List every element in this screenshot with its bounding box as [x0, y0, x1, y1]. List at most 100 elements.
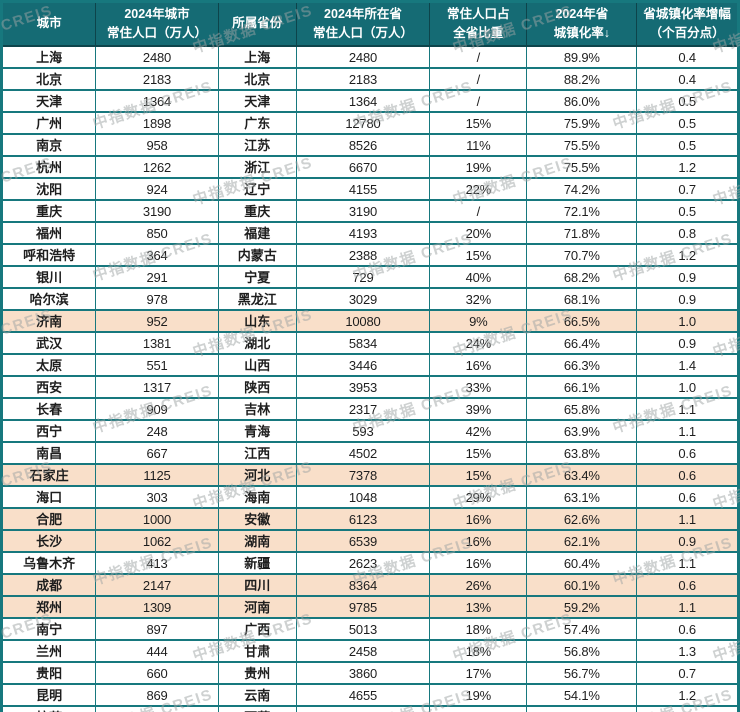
cell-urbanization-rate: 59.2% [526, 595, 638, 619]
cell-urbanization-rate: 63.4% [526, 463, 638, 487]
cell-city: 太原 [0, 353, 97, 377]
table-row-太原: 太原 551 山西 3446 16% 66.3% 1.4 [0, 353, 739, 377]
cell-rate-increase: 0.7 [636, 177, 739, 201]
table-row-西安: 西安 1317 陕西 3953 33% 66.1% 1.0 [0, 375, 739, 399]
cell-province-population: 3029 [295, 287, 431, 311]
column-header-line: 所属省份 [232, 16, 283, 31]
cell-urbanization-rate: 75.5% [526, 155, 638, 179]
column-header-urbanization-rate: 2024年省 城镇化率↓ [526, 0, 638, 47]
cell-province: 重庆 [217, 199, 297, 223]
column-header-line: 省城镇化率增幅 [643, 6, 731, 21]
cell-city-population: 1262 [95, 155, 219, 179]
table-row-贵阳: 贵阳 660 贵州 3860 17% 56.7% 0.7 [0, 661, 739, 685]
cell-urbanization-rate: 54.1% [526, 683, 638, 707]
table-row-银川: 银川 291 宁夏 729 40% 68.2% 0.9 [0, 265, 739, 289]
cell-urbanization-rate: 75.5% [526, 133, 638, 157]
table-row-上海: 上海 2480 上海 2480/89.9% 0.4 [0, 45, 739, 69]
cell-rate-increase: 0.5 [636, 89, 739, 113]
cell-urbanization-rate: 60.1% [526, 573, 638, 597]
table-row-沈阳: 沈阳 924 辽宁 4155 22% 74.2% 0.7 [0, 177, 739, 201]
cell-city-population: 1062 [95, 529, 219, 553]
cell-province: 贵州 [217, 661, 297, 685]
cell-city-population: 978 [95, 287, 219, 311]
column-header-province: 所属省份 [217, 0, 297, 47]
cell-urbanization-rate: 56.8% [526, 639, 638, 663]
table-row-福州: 福州 850 福建 4193 20% 71.8% 0.8 [0, 221, 739, 245]
table-row-长春: 长春 909 吉林 2317 39% 65.8% 1.1 [0, 397, 739, 421]
cell-urbanization-rate: 62.6% [526, 507, 638, 531]
table-row-南宁: 南宁 897 广西 5013 18% 57.4% 0.6 [0, 617, 739, 641]
cell-city-population: 1364 [95, 89, 219, 113]
table-row-石家庄: 石家庄 1125 河北 7378 15% 63.4% 0.6 [0, 463, 739, 487]
cell-urbanization-rate: 68.2% [526, 265, 638, 289]
cell-city: 广州 [0, 111, 97, 135]
cell-city: 兰州 [0, 639, 97, 663]
cell-share: 16% [429, 353, 528, 377]
cell-province: 天津 [217, 89, 297, 113]
cell-rate-increase: 0.9 [636, 265, 739, 289]
cell-province-population: 4155 [295, 177, 431, 201]
cell-rate-increase: 0.4 [636, 67, 739, 91]
cell-city: 贵阳 [0, 661, 97, 685]
cell-urbanization-rate: 63.8% [526, 441, 638, 465]
cell-province-population: 9785 [295, 595, 431, 619]
table-row-兰州: 兰州 444 甘肃 2458 18% 56.8% 1.3 [0, 639, 739, 663]
column-header-line: 2024年城市 [124, 6, 190, 21]
cell-city: 天津 [0, 89, 97, 113]
cell-city: 重庆 [0, 199, 97, 223]
cell-city: 南宁 [0, 617, 97, 641]
cell-share: 15% [429, 463, 528, 487]
cell-province-population: 3446 [295, 353, 431, 377]
cell-share: / [429, 199, 528, 223]
cell-city-population: 1125 [95, 463, 219, 487]
column-header-line: 常住人口占 [447, 6, 510, 21]
cell-city-population: 551 [95, 353, 219, 377]
cell-city-population: 413 [95, 551, 219, 575]
cell-city: 西安 [0, 375, 97, 399]
cell-city: 成都 [0, 573, 97, 597]
cell-province-population: 6123 [295, 507, 431, 531]
cell-province-population: 1048 [295, 485, 431, 509]
cell-urbanization-rate: 62.1% [526, 529, 638, 553]
cell-rate-increase: 0.9 [636, 287, 739, 311]
cell-province: 陕西 [217, 375, 297, 399]
cell-province-population: 3953 [295, 375, 431, 399]
cell-city: 南京 [0, 133, 97, 157]
cell-province: 浙江 [217, 155, 297, 179]
cell-province: 辽宁 [217, 177, 297, 201]
cell-city-population: 303 [95, 485, 219, 509]
cell-urbanization-rate: 63.9% [526, 419, 638, 443]
cell-city-population: 924 [95, 177, 219, 201]
cell-city: 呼和浩特 [0, 243, 97, 267]
cell-rate-increase: 1.1 [636, 397, 739, 421]
cell-urbanization-rate: 88.2% [526, 67, 638, 91]
table-row-武汉: 武汉 1381 湖北 5834 24% 66.4% 0.9 [0, 331, 739, 355]
cell-rate-increase: 1.1 [636, 419, 739, 443]
cell-province-population: 2388 [295, 243, 431, 267]
cell-share: 29% [429, 485, 528, 509]
cell-province-population: 1364 [295, 89, 431, 113]
cell-province: 西藏 [217, 705, 297, 712]
cell-urbanization-rate: 60.4% [526, 551, 638, 575]
cell-province: 云南 [217, 683, 297, 707]
cell-city: 银川 [0, 265, 97, 289]
cell-share: 18% [429, 639, 528, 663]
cell-province: 河南 [217, 595, 297, 619]
cell-urbanization-rate: 66.5% [526, 309, 638, 333]
cell-city-population: 1000 [95, 507, 219, 531]
cell-province: 福建 [217, 221, 297, 245]
cell-share: 32% [429, 287, 528, 311]
cell-city: 乌鲁木齐 [0, 551, 97, 575]
table-row-北京: 北京 2183 北京 2183/88.2% 0.4 [0, 67, 739, 91]
cell-rate-increase: 0.8 [636, 221, 739, 245]
column-header-rate-increase: 省城镇化率增幅 （个百分点） [636, 0, 739, 47]
cell-city: 福州 [0, 221, 97, 245]
cell-province: 四川 [217, 573, 297, 597]
cell-province: 青海 [217, 419, 297, 443]
column-header-province-population: 2024年所在省 常住人口（万人） [295, 0, 431, 47]
cell-city-population: 897 [95, 617, 219, 641]
cell-province: 湖北 [217, 331, 297, 355]
table-row-昆明: 昆明 869 云南 4655 19% 54.1% 1.2 [0, 683, 739, 707]
cell-rate-increase: 1.2 [636, 243, 739, 267]
